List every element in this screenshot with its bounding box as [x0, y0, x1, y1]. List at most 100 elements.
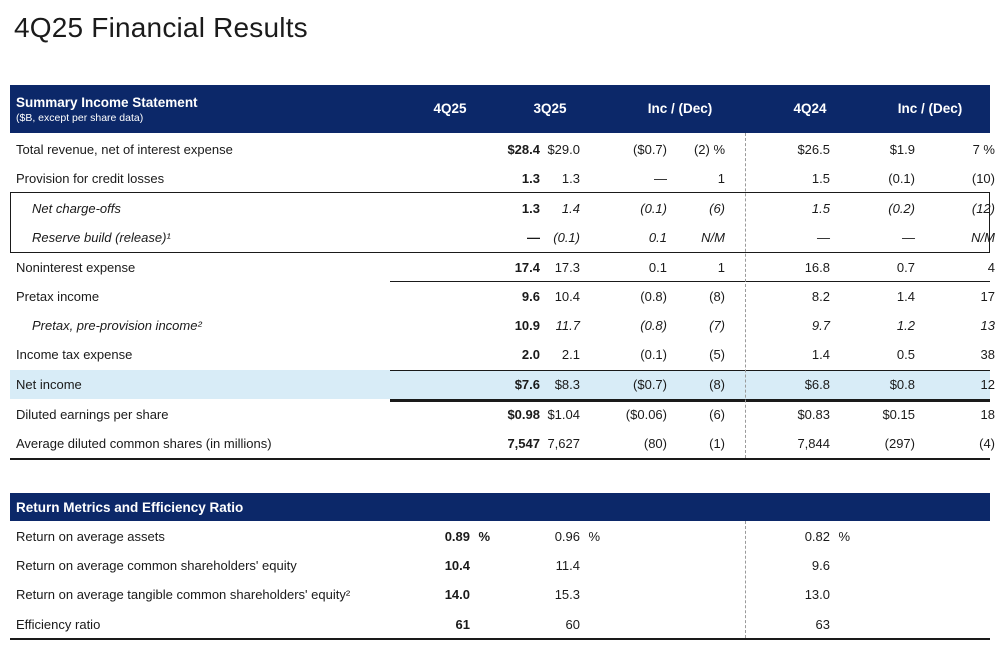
return-4q24: 9.6	[811, 558, 830, 573]
income-table-bottom-rule	[10, 458, 990, 460]
value-3q25: 7,627	[547, 436, 580, 451]
change-yoy: (297)	[884, 436, 915, 451]
income-row: Total revenue, net of interest expense $2…	[10, 135, 995, 164]
change-qoq-pct: (1)	[709, 436, 725, 451]
value-4q24: $26.5	[797, 142, 830, 157]
returns-row: Return on average assets 0.89 0.96 0.82%%%	[10, 522, 990, 551]
change-yoy-pct: 12	[980, 377, 995, 392]
income-row: Income tax expense 2.0 2.1 (0.1) (5) 1.4 0.5 38	[10, 340, 995, 369]
income-row: Net income $7.6 $8.3 ($0.7) (8) $6.8 $0.8 12	[10, 370, 995, 399]
income-statement-subtitle: ($B, except per share data)	[16, 112, 144, 124]
value-4q24: 1.5	[811, 201, 830, 216]
change-yoy: 0.7	[896, 260, 915, 275]
value-4q24: 7,844	[797, 436, 830, 451]
row-label: Diluted earnings per share	[16, 407, 169, 422]
row-label: Net income	[16, 377, 82, 392]
change-qoq-pct: (8)	[709, 377, 725, 392]
value-3q25: 10.4	[554, 289, 580, 304]
return-3q25: 0.96	[554, 529, 580, 544]
returns-row: Efficiency ratio 61 60 63	[10, 610, 990, 639]
row-label: Total revenue, net of interest expense	[16, 142, 233, 157]
change-qoq-pct: (7)	[709, 318, 725, 333]
return-4q24: 0.82	[804, 529, 830, 544]
value-3q25: 11.7	[555, 318, 580, 333]
return-4q25: 0.89	[444, 529, 470, 544]
change-qoq-pct: 1	[717, 260, 725, 275]
row-label: Pretax, pre-provision income²	[32, 318, 202, 333]
income-row: Pretax income 9.6 10.4 (0.8) (8) 8.2 1.4 17	[10, 282, 995, 311]
income-row: Reserve build (release)¹ — (0.1) 0.1 N/M — — N/…	[10, 223, 995, 252]
box-top-rule	[10, 192, 990, 193]
change-yoy: (0.1)	[888, 171, 915, 186]
change-yoy-pct: 38	[980, 347, 995, 362]
change-yoy-pct: 7 %	[972, 142, 995, 157]
row-label: Net charge-offs	[32, 201, 121, 216]
change-yoy-pct: (4)	[979, 436, 995, 451]
return-4q25: 14.0	[444, 587, 470, 602]
value-4q24: 1.4	[811, 347, 830, 362]
col-header-4q25: 4Q25	[433, 101, 467, 116]
change-yoy-pct: 17	[980, 289, 995, 304]
change-qoq-pct: (5)	[709, 347, 725, 362]
row-label: Average diluted common shares (in millio…	[16, 436, 272, 451]
value-3q25: 1.4	[561, 201, 580, 216]
change-yoy: $0.8	[889, 377, 915, 392]
value-4q25: 9.6	[521, 289, 540, 304]
value-4q24: 1.5	[811, 171, 830, 186]
net-income-top-rule	[390, 370, 990, 371]
value-4q24: $0.83	[797, 407, 830, 422]
change-yoy: $1.9	[889, 142, 915, 157]
change-yoy: (0.2)	[888, 201, 915, 216]
value-3q25: 17.3	[554, 260, 580, 275]
value-4q25: 1.3	[521, 171, 540, 186]
change-qoq: (0.8)	[640, 289, 667, 304]
income-row: Noninterest expense 17.4 17.3 0.1 1 16.8 0.7 4	[10, 253, 995, 282]
change-yoy-pct: 13	[980, 318, 995, 333]
pct-sign-4q25: %	[478, 529, 490, 544]
return-3q25: 60	[565, 617, 580, 632]
col-header-3q25: 3Q25	[533, 101, 567, 116]
return-3q25: 15.3	[554, 587, 580, 602]
box-left-rule	[10, 192, 11, 252]
change-yoy: 1.4	[896, 289, 915, 304]
value-4q25: —	[527, 230, 540, 245]
change-qoq: —	[654, 171, 667, 186]
col-header-inc-dec-yoy: Inc / (Dec)	[897, 101, 963, 116]
change-yoy-pct: (10)	[971, 171, 995, 186]
return-4q24: 63	[815, 617, 830, 632]
returns-column-divider	[745, 521, 746, 638]
pct-sign-3q25: %	[588, 529, 600, 544]
subtotal-rule	[390, 281, 990, 282]
row-label: Return on average tangible common shareh…	[16, 587, 351, 602]
row-label: Efficiency ratio	[16, 617, 101, 632]
income-row: Average diluted common shares (in millio…	[10, 429, 995, 458]
value-3q25: 1.3	[561, 171, 580, 186]
value-4q25: $7.6	[514, 377, 540, 392]
income-row: Provision for credit losses 1.3 1.3 — 1 1.5 (0…	[10, 164, 995, 193]
row-label: Noninterest expense	[16, 260, 136, 275]
value-4q25: $28.4	[507, 142, 540, 157]
return-4q25: 10.4	[444, 558, 470, 573]
returns-table-bottom-rule	[10, 638, 990, 640]
change-qoq: (0.1)	[640, 347, 667, 362]
change-yoy: 0.5	[896, 347, 915, 362]
change-qoq-pct: 1	[717, 171, 725, 186]
value-4q24: $6.8	[804, 377, 830, 392]
value-4q24: —	[817, 230, 830, 245]
returns-row: Return on average common shareholders' e…	[10, 551, 990, 580]
return-4q25: 61	[455, 617, 470, 632]
change-qoq: ($0.06)	[625, 407, 667, 422]
change-qoq: ($0.7)	[633, 377, 667, 392]
return-3q25: 11.4	[555, 558, 580, 573]
returns-row: Return on average tangible common shareh…	[10, 580, 990, 609]
returns-title: Return Metrics and Efficiency Ratio	[16, 500, 244, 515]
income-row: Net charge-offs 1.3 1.4 (0.1) (6) 1.5 (0.2) (12…	[10, 194, 995, 223]
value-3q25: (0.1)	[553, 230, 580, 245]
change-qoq-pct: N/M	[701, 230, 725, 245]
box-right-rule	[989, 192, 990, 252]
change-yoy-pct: N/M	[971, 230, 995, 245]
change-yoy: $0.15	[882, 407, 915, 422]
row-label: Return on average common shareholders' e…	[16, 558, 297, 573]
change-qoq-pct: (6)	[709, 201, 725, 216]
change-qoq: (0.8)	[640, 318, 667, 333]
